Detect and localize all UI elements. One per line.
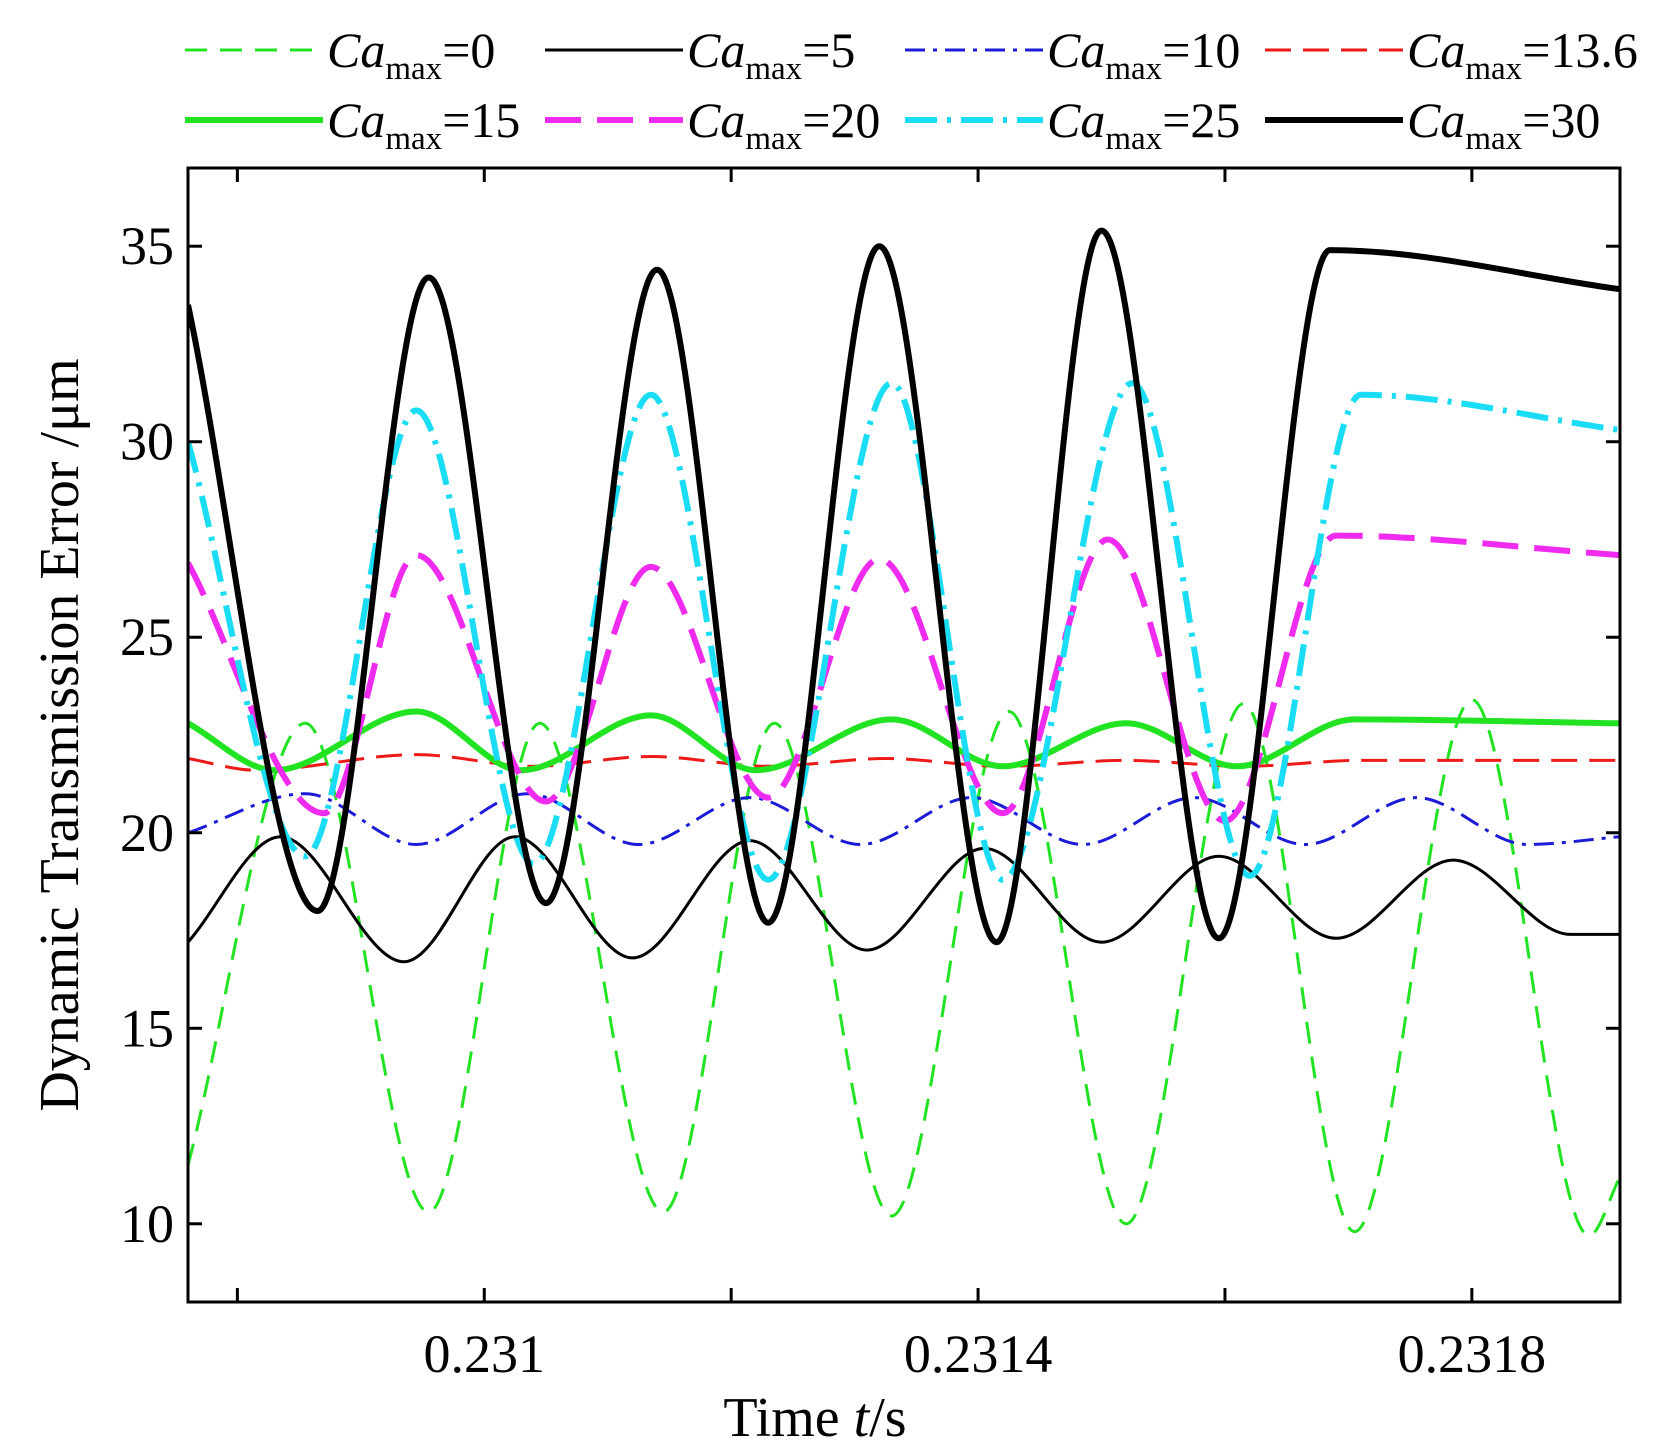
series-line-0 bbox=[188, 698, 1620, 1237]
legend-label-5: Camax=20 bbox=[687, 92, 880, 157]
legend-label-1: Camax=5 bbox=[687, 22, 855, 87]
legend-label-subscript: max bbox=[1105, 51, 1162, 87]
y-tick-label-2: 20 bbox=[120, 803, 174, 863]
y-tick-label-5: 35 bbox=[120, 216, 174, 276]
plot-area bbox=[188, 227, 1620, 1237]
series-line-6 bbox=[188, 380, 1620, 883]
legend-label-variable: Ca bbox=[327, 22, 385, 78]
legend-label-6: Camax=25 bbox=[1047, 92, 1240, 157]
y-tick-label-0: 10 bbox=[120, 1194, 174, 1254]
x-axis-label-prefix: Time bbox=[723, 1387, 853, 1449]
series-line-2 bbox=[188, 792, 1620, 846]
legend-label-value: =13.6 bbox=[1522, 22, 1638, 78]
legend-label-3: Camax=13.6 bbox=[1407, 22, 1638, 87]
legend-label-variable: Ca bbox=[327, 92, 385, 148]
legend-label-value: =5 bbox=[802, 22, 855, 78]
x-tick-label-1: 0.2314 bbox=[904, 1324, 1053, 1384]
legend-label-2: Camax=10 bbox=[1047, 22, 1240, 87]
legend-label-subscript: max bbox=[385, 51, 442, 87]
x-axis-label-variable: t bbox=[854, 1387, 871, 1449]
axes bbox=[186, 166, 1622, 1304]
series-line-3 bbox=[188, 753, 1620, 772]
legend-label-variable: Ca bbox=[1407, 22, 1465, 78]
x-tick-label-0: 0.231 bbox=[424, 1324, 546, 1384]
legend-label-variable: Ca bbox=[1047, 22, 1105, 78]
legend-label-value: =20 bbox=[802, 92, 880, 148]
legend-label-value: =30 bbox=[1522, 92, 1600, 148]
legend-label-4: Camax=15 bbox=[327, 92, 520, 157]
legend-label-subscript: max bbox=[1465, 51, 1522, 87]
x-axis-label: Time t/s bbox=[723, 1387, 906, 1449]
x-axis-label-suffix: /s bbox=[869, 1387, 906, 1449]
legend-label-subscript: max bbox=[1465, 121, 1522, 157]
legend-label-7: Camax=30 bbox=[1407, 92, 1600, 157]
ticks: 10 15 20 25 30 35 0.231 0.2314 0.2318 bbox=[120, 168, 1620, 1384]
legend: Camax=0 Camax=5 Camax=10 Camax=13.6Camax=15… bbox=[185, 22, 1638, 157]
legend-label-variable: Ca bbox=[687, 22, 745, 78]
legend-label-variable: Ca bbox=[1047, 92, 1105, 148]
y-axis-label: Dynamic Transmission Error /μm bbox=[29, 358, 91, 1111]
legend-label-value: =0 bbox=[442, 22, 495, 78]
legend-label-value: =25 bbox=[1162, 92, 1240, 148]
legend-label-variable: Ca bbox=[687, 92, 745, 148]
legend-label-subscript: max bbox=[745, 121, 802, 157]
series-line-4 bbox=[188, 708, 1620, 774]
legend-label-subscript: max bbox=[745, 51, 802, 87]
legend-label-value: =10 bbox=[1162, 22, 1240, 78]
y-tick-label-4: 30 bbox=[120, 412, 174, 472]
legend-label-subscript: max bbox=[385, 121, 442, 157]
plot-frame bbox=[186, 166, 1622, 1304]
x-tick-label-2: 0.2318 bbox=[1398, 1324, 1547, 1384]
series-line-1 bbox=[188, 835, 1620, 964]
y-tick-label-3: 25 bbox=[120, 607, 174, 667]
series-line-5 bbox=[188, 532, 1620, 824]
y-tick-label-1: 15 bbox=[120, 998, 174, 1058]
legend-label-value: =15 bbox=[442, 92, 520, 148]
legend-label-0: Camax=0 bbox=[327, 22, 495, 87]
series-line-7 bbox=[188, 227, 1620, 946]
legend-label-variable: Ca bbox=[1407, 92, 1465, 148]
legend-label-subscript: max bbox=[1105, 121, 1162, 157]
